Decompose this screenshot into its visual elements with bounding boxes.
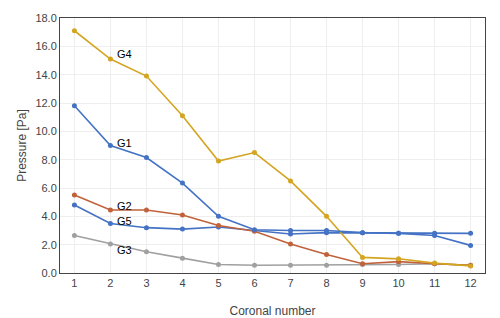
- svg-text:0.0: 0.0: [42, 267, 57, 279]
- svg-text:6.0: 6.0: [42, 182, 57, 194]
- svg-text:7: 7: [287, 277, 293, 289]
- svg-text:4: 4: [179, 277, 185, 289]
- svg-text:10.0: 10.0: [35, 125, 56, 137]
- svg-text:9: 9: [359, 277, 365, 289]
- svg-text:8.0: 8.0: [42, 154, 57, 166]
- svg-text:6: 6: [251, 277, 257, 289]
- svg-text:G5: G5: [117, 215, 132, 227]
- svg-text:14.0: 14.0: [35, 69, 56, 81]
- svg-text:Coronal number: Coronal number: [229, 304, 315, 318]
- svg-text:G3: G3: [117, 244, 132, 256]
- svg-text:3: 3: [143, 277, 149, 289]
- svg-text:Pressure [Pa]: Pressure [Pa]: [15, 109, 29, 182]
- svg-text:11: 11: [429, 277, 440, 289]
- svg-text:5: 5: [215, 277, 221, 289]
- svg-text:1: 1: [71, 277, 77, 289]
- svg-text:G2: G2: [117, 200, 132, 212]
- svg-text:G1: G1: [117, 137, 132, 149]
- svg-text:G4: G4: [117, 48, 132, 60]
- svg-text:2.0: 2.0: [42, 239, 57, 251]
- svg-text:12: 12: [464, 277, 476, 289]
- svg-text:4.0: 4.0: [42, 210, 57, 222]
- svg-text:8: 8: [323, 277, 329, 289]
- svg-text:16.0: 16.0: [35, 40, 56, 52]
- svg-text:10: 10: [392, 277, 404, 289]
- svg-text:2: 2: [107, 277, 113, 289]
- svg-text:12.0: 12.0: [35, 97, 56, 109]
- svg-text:18.0: 18.0: [35, 12, 56, 24]
